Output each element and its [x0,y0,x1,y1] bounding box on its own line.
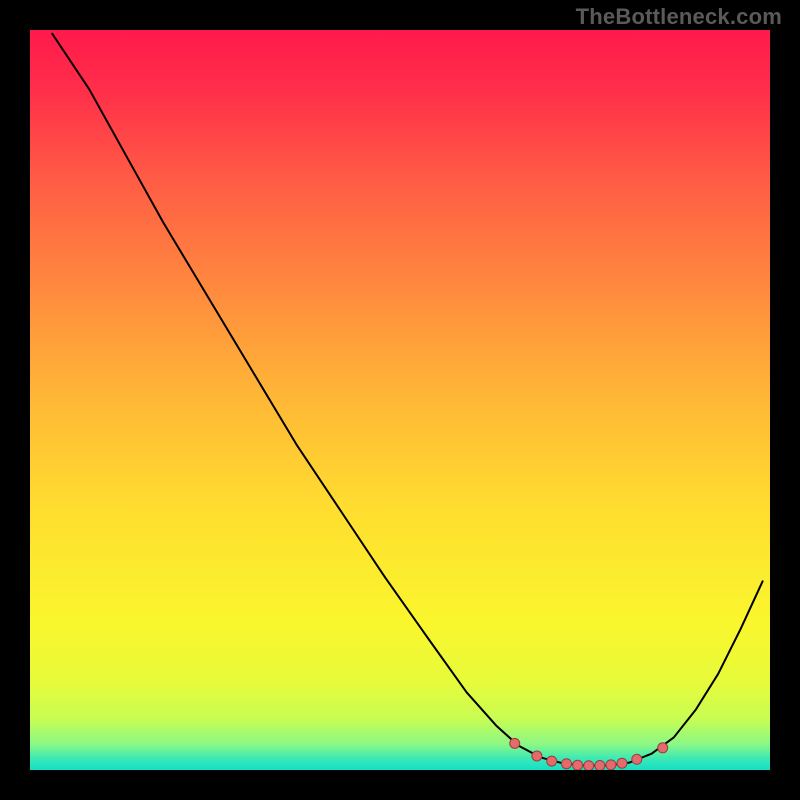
curve-marker [584,761,594,770]
curve-marker [547,756,557,766]
curve-marker [606,760,616,770]
curve-marker [510,738,520,748]
curve-marker [562,759,572,769]
chart-plot-area [30,30,770,770]
curve-marker [595,761,605,770]
curve-marker [617,758,627,768]
curve-marker [573,760,583,770]
curve-marker [532,751,542,761]
curve-marker [632,754,642,764]
curve-marker [658,743,668,753]
chart-background [30,30,770,770]
chart-svg [30,30,770,770]
watermark-text: TheBottleneck.com [576,4,782,30]
